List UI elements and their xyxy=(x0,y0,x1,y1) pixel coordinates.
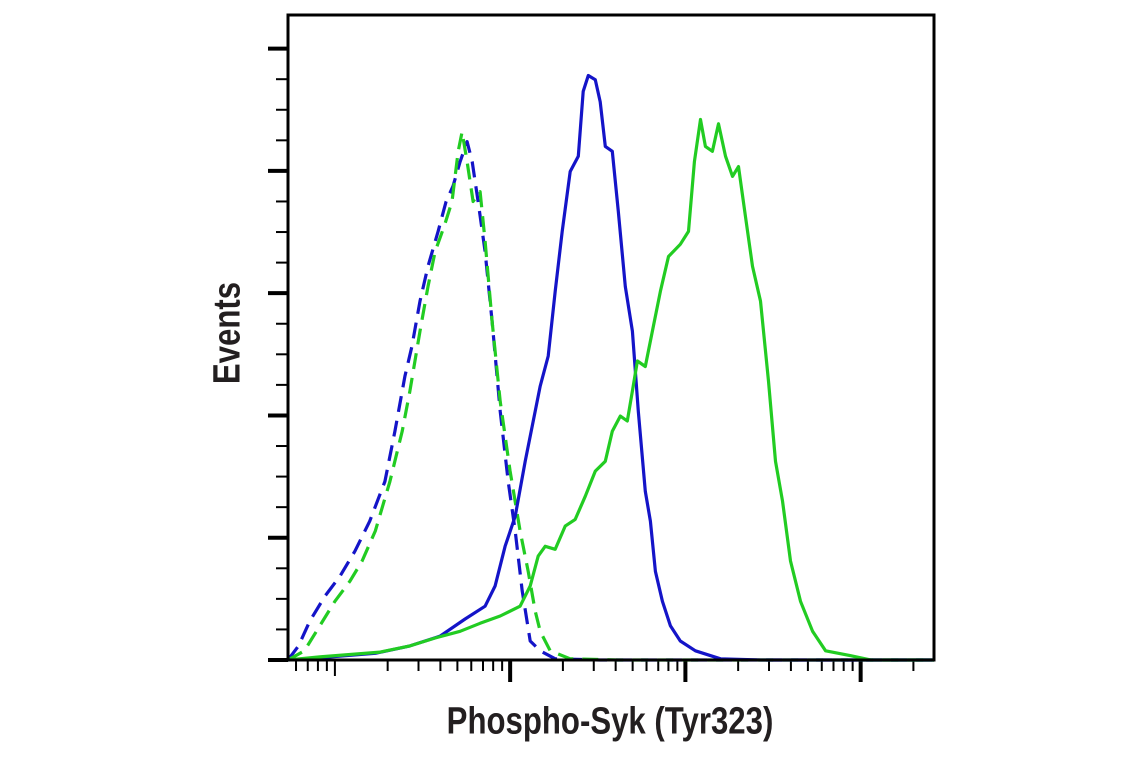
series-line-2-dashed xyxy=(287,130,934,662)
axis-ticks xyxy=(268,46,915,682)
series-line-3-solid xyxy=(287,73,934,662)
series-line-4-solid xyxy=(287,117,934,662)
x-axis-label: Phospho-Syk (Tyr323) xyxy=(446,700,774,743)
plot-frame xyxy=(286,13,936,662)
y-axis-label: Events xyxy=(206,281,249,385)
series-lines xyxy=(286,73,934,662)
series-line-1-dashed xyxy=(286,140,934,662)
